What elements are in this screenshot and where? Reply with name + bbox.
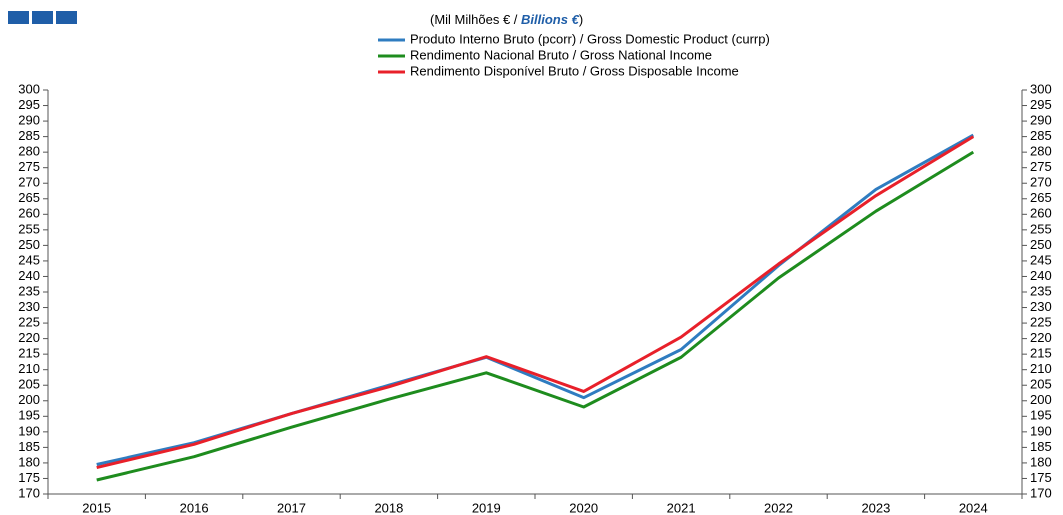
- y2-tick-label: 260: [1030, 206, 1052, 221]
- y-tick-label: 290: [18, 113, 40, 128]
- y2-tick-label: 195: [1030, 408, 1052, 423]
- x-tick-label: 2023: [861, 500, 890, 515]
- y2-tick-label: 300: [1030, 81, 1052, 96]
- y2-tick-label: 270: [1030, 175, 1052, 190]
- y-tick-label: 240: [18, 268, 40, 283]
- y2-tick-label: 175: [1030, 470, 1052, 485]
- y-tick-label: 295: [18, 97, 40, 112]
- legend-label: Rendimento Disponível Bruto / Gross Disp…: [410, 63, 739, 78]
- y-tick-label: 275: [18, 159, 40, 174]
- series-line: [96, 133, 975, 466]
- y2-tick-label: 295: [1030, 97, 1052, 112]
- y-tick-label: 235: [18, 283, 40, 298]
- y2-tick-label: 200: [1030, 392, 1052, 407]
- logo-block: [8, 11, 29, 24]
- y-tick-label: 200: [18, 392, 40, 407]
- y-tick-label: 230: [18, 299, 40, 314]
- y-tick-label: 195: [18, 408, 40, 423]
- y-tick-label: 175: [18, 470, 40, 485]
- y2-tick-label: 290: [1030, 113, 1052, 128]
- y2-tick-label: 255: [1030, 221, 1052, 236]
- y-tick-label: 205: [18, 377, 40, 392]
- y2-tick-label: 220: [1030, 330, 1052, 345]
- y2-tick-label: 235: [1030, 283, 1052, 298]
- y-tick-label: 180: [18, 454, 40, 469]
- y2-tick-label: 240: [1030, 268, 1052, 283]
- x-tick-label: 2020: [569, 500, 598, 515]
- y-tick-label: 170: [18, 485, 40, 500]
- y2-tick-label: 285: [1030, 128, 1052, 143]
- y-tick-label: 220: [18, 330, 40, 345]
- y-tick-label: 215: [18, 346, 40, 361]
- y-tick-label: 285: [18, 128, 40, 143]
- x-tick-label: 2016: [180, 500, 209, 515]
- y-tick-label: 245: [18, 252, 40, 267]
- title-end: ): [579, 12, 583, 27]
- y2-tick-label: 265: [1030, 190, 1052, 205]
- y2-tick-label: 280: [1030, 144, 1052, 159]
- logo-block: [32, 11, 53, 24]
- logo-block: [56, 11, 77, 24]
- y2-tick-label: 185: [1030, 439, 1052, 454]
- title-en: Billions €: [521, 12, 580, 27]
- y2-tick-label: 205: [1030, 377, 1052, 392]
- y-tick-label: 270: [18, 175, 40, 190]
- y-tick-label: 280: [18, 144, 40, 159]
- y2-tick-label: 215: [1030, 346, 1052, 361]
- x-tick-label: 2015: [82, 500, 111, 515]
- legend-label: Produto Interno Bruto (pcorr) / Gross Do…: [410, 31, 770, 46]
- y-tick-label: 255: [18, 221, 40, 236]
- y-tick-label: 210: [18, 361, 40, 376]
- y-tick-label: 190: [18, 423, 40, 438]
- y-tick-label: 300: [18, 81, 40, 96]
- y2-tick-label: 230: [1030, 299, 1052, 314]
- y-tick-label: 250: [18, 237, 40, 252]
- y2-tick-label: 225: [1030, 315, 1052, 330]
- chart-title: (Mil Milhões € / Billions €): [430, 12, 583, 27]
- series-line: [96, 150, 975, 482]
- x-tick-label: 2019: [472, 500, 501, 515]
- legend-label: Rendimento Nacional Bruto / Gross Nation…: [410, 47, 712, 62]
- y-tick-label: 260: [18, 206, 40, 221]
- y2-tick-label: 170: [1030, 485, 1052, 500]
- y2-tick-label: 190: [1030, 423, 1052, 438]
- y2-tick-label: 245: [1030, 252, 1052, 267]
- x-tick-label: 2022: [764, 500, 793, 515]
- x-tick-label: 2024: [959, 500, 988, 515]
- x-tick-label: 2018: [374, 500, 403, 515]
- title-pt: (Mil Milhões € /: [430, 12, 521, 27]
- y-tick-label: 265: [18, 190, 40, 205]
- y-tick-label: 185: [18, 439, 40, 454]
- y2-tick-label: 250: [1030, 237, 1052, 252]
- y2-tick-label: 210: [1030, 361, 1052, 376]
- x-tick-label: 2021: [667, 500, 696, 515]
- y2-tick-label: 180: [1030, 454, 1052, 469]
- y2-tick-label: 275: [1030, 159, 1052, 174]
- x-tick-label: 2017: [277, 500, 306, 515]
- series-line: [96, 135, 975, 470]
- y-tick-label: 225: [18, 315, 40, 330]
